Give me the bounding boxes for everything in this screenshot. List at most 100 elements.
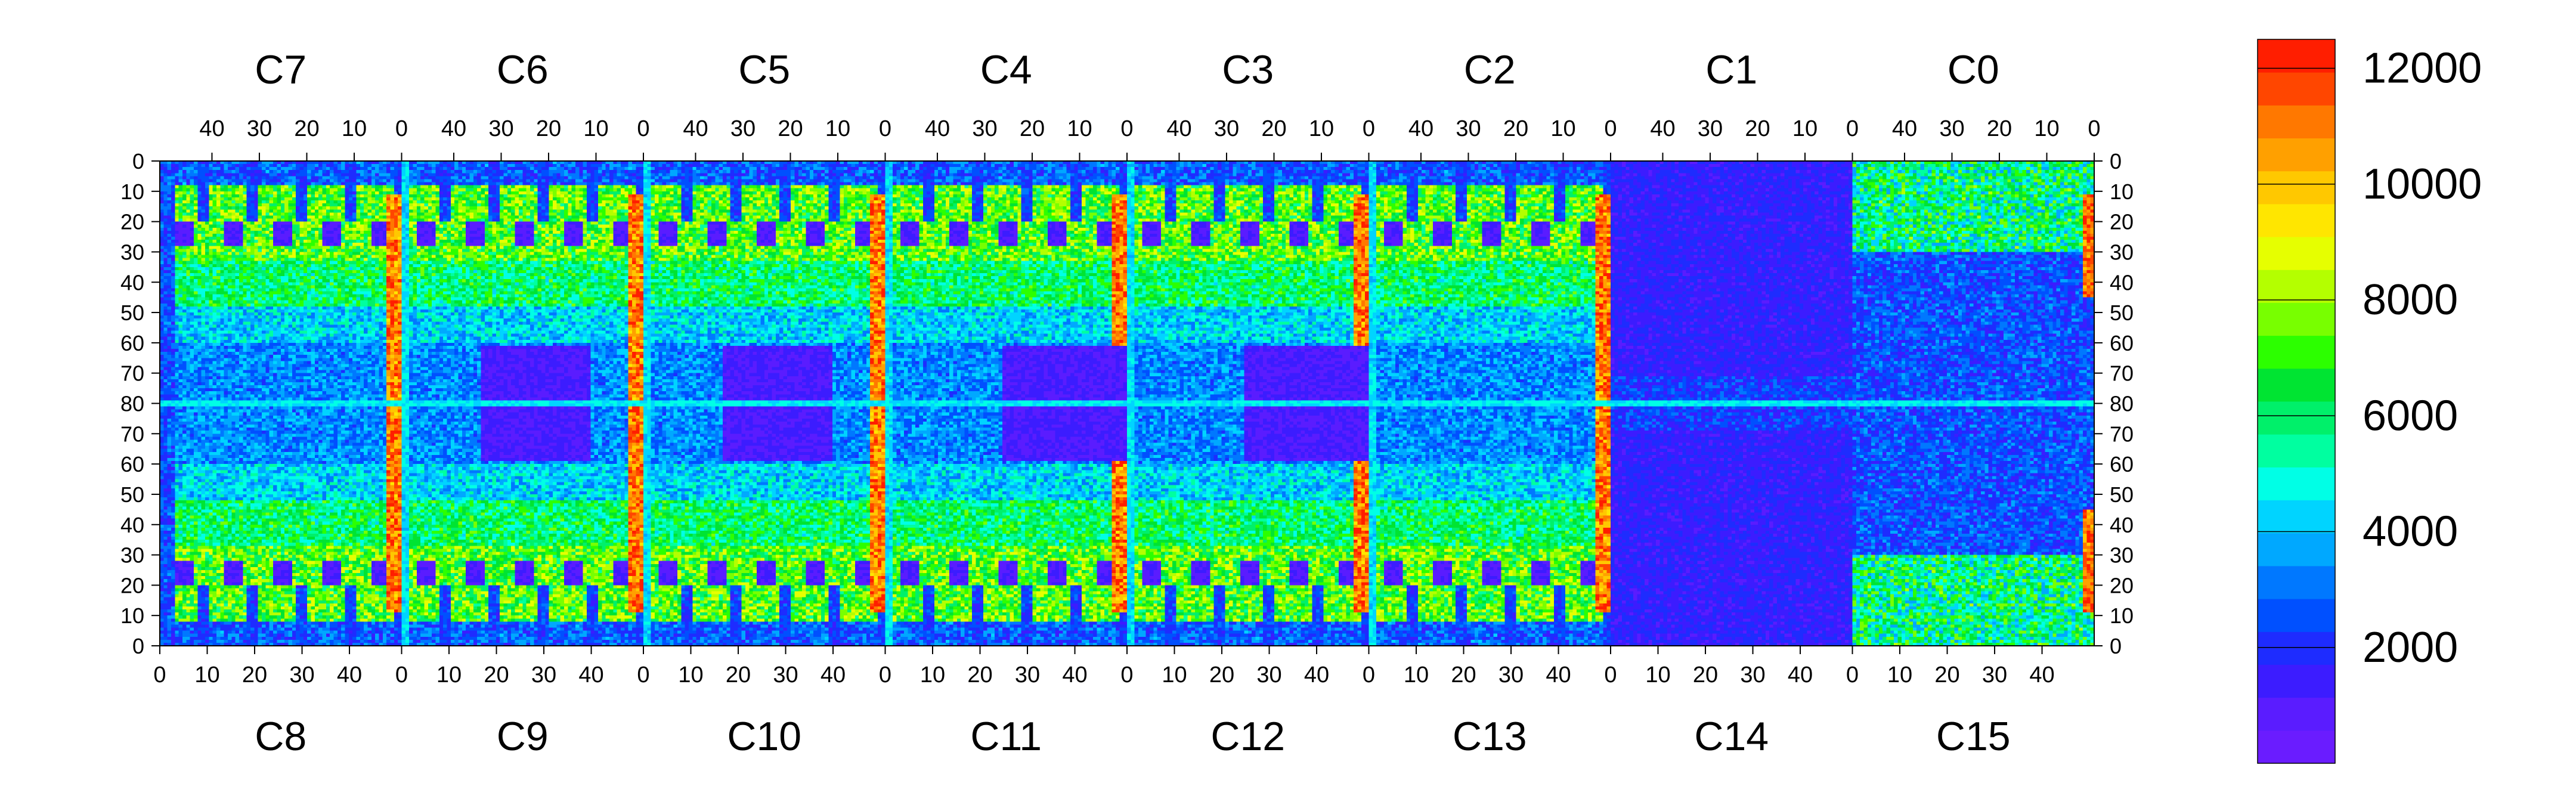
bottom-tick-label: 20 xyxy=(484,663,509,688)
chip-label-top: C4 xyxy=(980,47,1032,92)
left-tick-label: 70 xyxy=(120,361,144,386)
chip-label-bottom: C8 xyxy=(255,714,306,759)
colorbar-band xyxy=(2258,434,2335,468)
bottom-tick-label: 40 xyxy=(1062,663,1087,688)
bottom-tick-label: 10 xyxy=(194,663,219,688)
top-tick-label: 30 xyxy=(247,116,272,141)
bottom-tick-label: 30 xyxy=(1498,663,1524,688)
left-tick-label: 0 xyxy=(132,149,144,174)
colorbar-band xyxy=(2258,664,2335,698)
top-tick-label: 40 xyxy=(1650,116,1675,141)
right-tick-label: 30 xyxy=(2110,240,2134,264)
bottom-tick-label: 0 xyxy=(153,663,166,688)
top-tick-label: 20 xyxy=(294,116,319,141)
right-tick-label: 70 xyxy=(2110,361,2134,386)
right-tick-label: 20 xyxy=(2110,210,2134,234)
left-tick-label: 0 xyxy=(132,634,144,658)
top-tick-label: 10 xyxy=(342,116,367,141)
left-tick-label: 40 xyxy=(120,513,144,537)
colorbar-band xyxy=(2258,631,2335,665)
right-tick-label: 0 xyxy=(2110,149,2122,174)
colorbar-band xyxy=(2258,401,2335,435)
chip-label-top: C6 xyxy=(497,47,549,92)
top-tick-label: 30 xyxy=(1698,116,1723,141)
bottom-tick-label: 10 xyxy=(436,663,462,688)
chip-label-top: C3 xyxy=(1222,47,1274,92)
bottom-tick-label: 0 xyxy=(1604,663,1617,688)
colorbar-band xyxy=(2258,730,2335,764)
bottom-tick-label: 40 xyxy=(1304,663,1329,688)
bottom-tick-label: 0 xyxy=(637,663,649,688)
left-tick-label: 20 xyxy=(120,210,144,234)
heatmap-image xyxy=(160,161,2094,646)
colorbar-tick-label: 10000 xyxy=(2363,160,2482,208)
top-tick-label: 30 xyxy=(972,116,997,141)
top-tick-label: 40 xyxy=(441,116,466,141)
top-tick-label: 10 xyxy=(1067,116,1092,141)
colorbar-tick-label: 12000 xyxy=(2363,45,2482,92)
right-tick-label: 40 xyxy=(2110,513,2134,537)
top-tick-label: 40 xyxy=(1892,116,1917,141)
colorbar-band xyxy=(2258,335,2335,369)
top-tick-label: 20 xyxy=(1503,116,1528,141)
top-tick-label: 10 xyxy=(2034,116,2059,141)
top-tick-label: 20 xyxy=(778,116,803,141)
top-tick-label: 10 xyxy=(1792,116,1818,141)
bottom-tick-label: 0 xyxy=(879,663,891,688)
colorbar-tick-label: 2000 xyxy=(2363,624,2458,671)
colorbar-band xyxy=(2258,105,2335,139)
right-tick-label: 60 xyxy=(2110,331,2134,355)
bottom-tick-label: 20 xyxy=(726,663,751,688)
top-tick-label: 30 xyxy=(1456,116,1481,141)
left-tick-label: 10 xyxy=(120,179,144,204)
bottom-tick-label: 10 xyxy=(678,663,703,688)
bottom-tick-label: 30 xyxy=(1015,663,1040,688)
bottom-tick-label: 40 xyxy=(337,663,362,688)
bottom-tick-label: 30 xyxy=(1982,663,2007,688)
top-tick-label: 40 xyxy=(683,116,708,141)
bottom-tick-label: 30 xyxy=(1256,663,1281,688)
colorbar-band xyxy=(2258,72,2335,106)
chip-label-bottom: C15 xyxy=(1936,714,2011,759)
bottom-tick-label: 10 xyxy=(1645,663,1670,688)
colorbar-tick-label: 6000 xyxy=(2363,392,2458,439)
colorbar-band xyxy=(2258,500,2335,534)
top-tick-label: 30 xyxy=(1939,116,1964,141)
right-tick-label: 40 xyxy=(2110,270,2134,295)
colorbar-band xyxy=(2258,237,2335,270)
chip-label-top: C2 xyxy=(1464,47,1516,92)
right-tick-label: 60 xyxy=(2110,452,2134,476)
top-tick-label: 20 xyxy=(1261,116,1286,141)
right-tick-label: 30 xyxy=(2110,543,2134,568)
chip-label-bottom: C11 xyxy=(970,714,1042,759)
colorbar-band xyxy=(2258,467,2335,501)
top-tick-label: 0 xyxy=(1120,116,1133,141)
top-tick-label: 30 xyxy=(1214,116,1239,141)
bottom-tick-label: 40 xyxy=(2029,663,2054,688)
left-tick-label: 80 xyxy=(120,392,144,416)
top-tick-label: 30 xyxy=(488,116,513,141)
right-tick-label: 0 xyxy=(2110,634,2122,658)
chip-label-bottom: C13 xyxy=(1453,714,1527,759)
colorbar-band xyxy=(2258,270,2335,303)
top-tick-label: 0 xyxy=(2088,116,2100,141)
colorbar-band xyxy=(2258,171,2335,205)
bottom-tick-label: 30 xyxy=(1740,663,1765,688)
right-tick-label: 80 xyxy=(2110,392,2134,416)
top-tick-label: 20 xyxy=(1987,116,2012,141)
bottom-tick-label: 0 xyxy=(1363,663,1375,688)
colorbar-band xyxy=(2258,302,2335,336)
chip-label-top: C5 xyxy=(738,47,790,92)
bottom-tick-label: 30 xyxy=(773,663,798,688)
bottom-tick-label: 20 xyxy=(242,663,267,688)
top-tick-label: 10 xyxy=(1550,116,1575,141)
bottom-tick-label: 30 xyxy=(289,663,314,688)
bottom-tick-label: 10 xyxy=(920,663,945,688)
left-tick-label: 50 xyxy=(120,301,144,325)
chip-label-top: C1 xyxy=(1705,47,1757,92)
top-tick-label: 40 xyxy=(925,116,950,141)
top-tick-label: 20 xyxy=(1745,116,1770,141)
colorbar-band xyxy=(2258,39,2335,73)
